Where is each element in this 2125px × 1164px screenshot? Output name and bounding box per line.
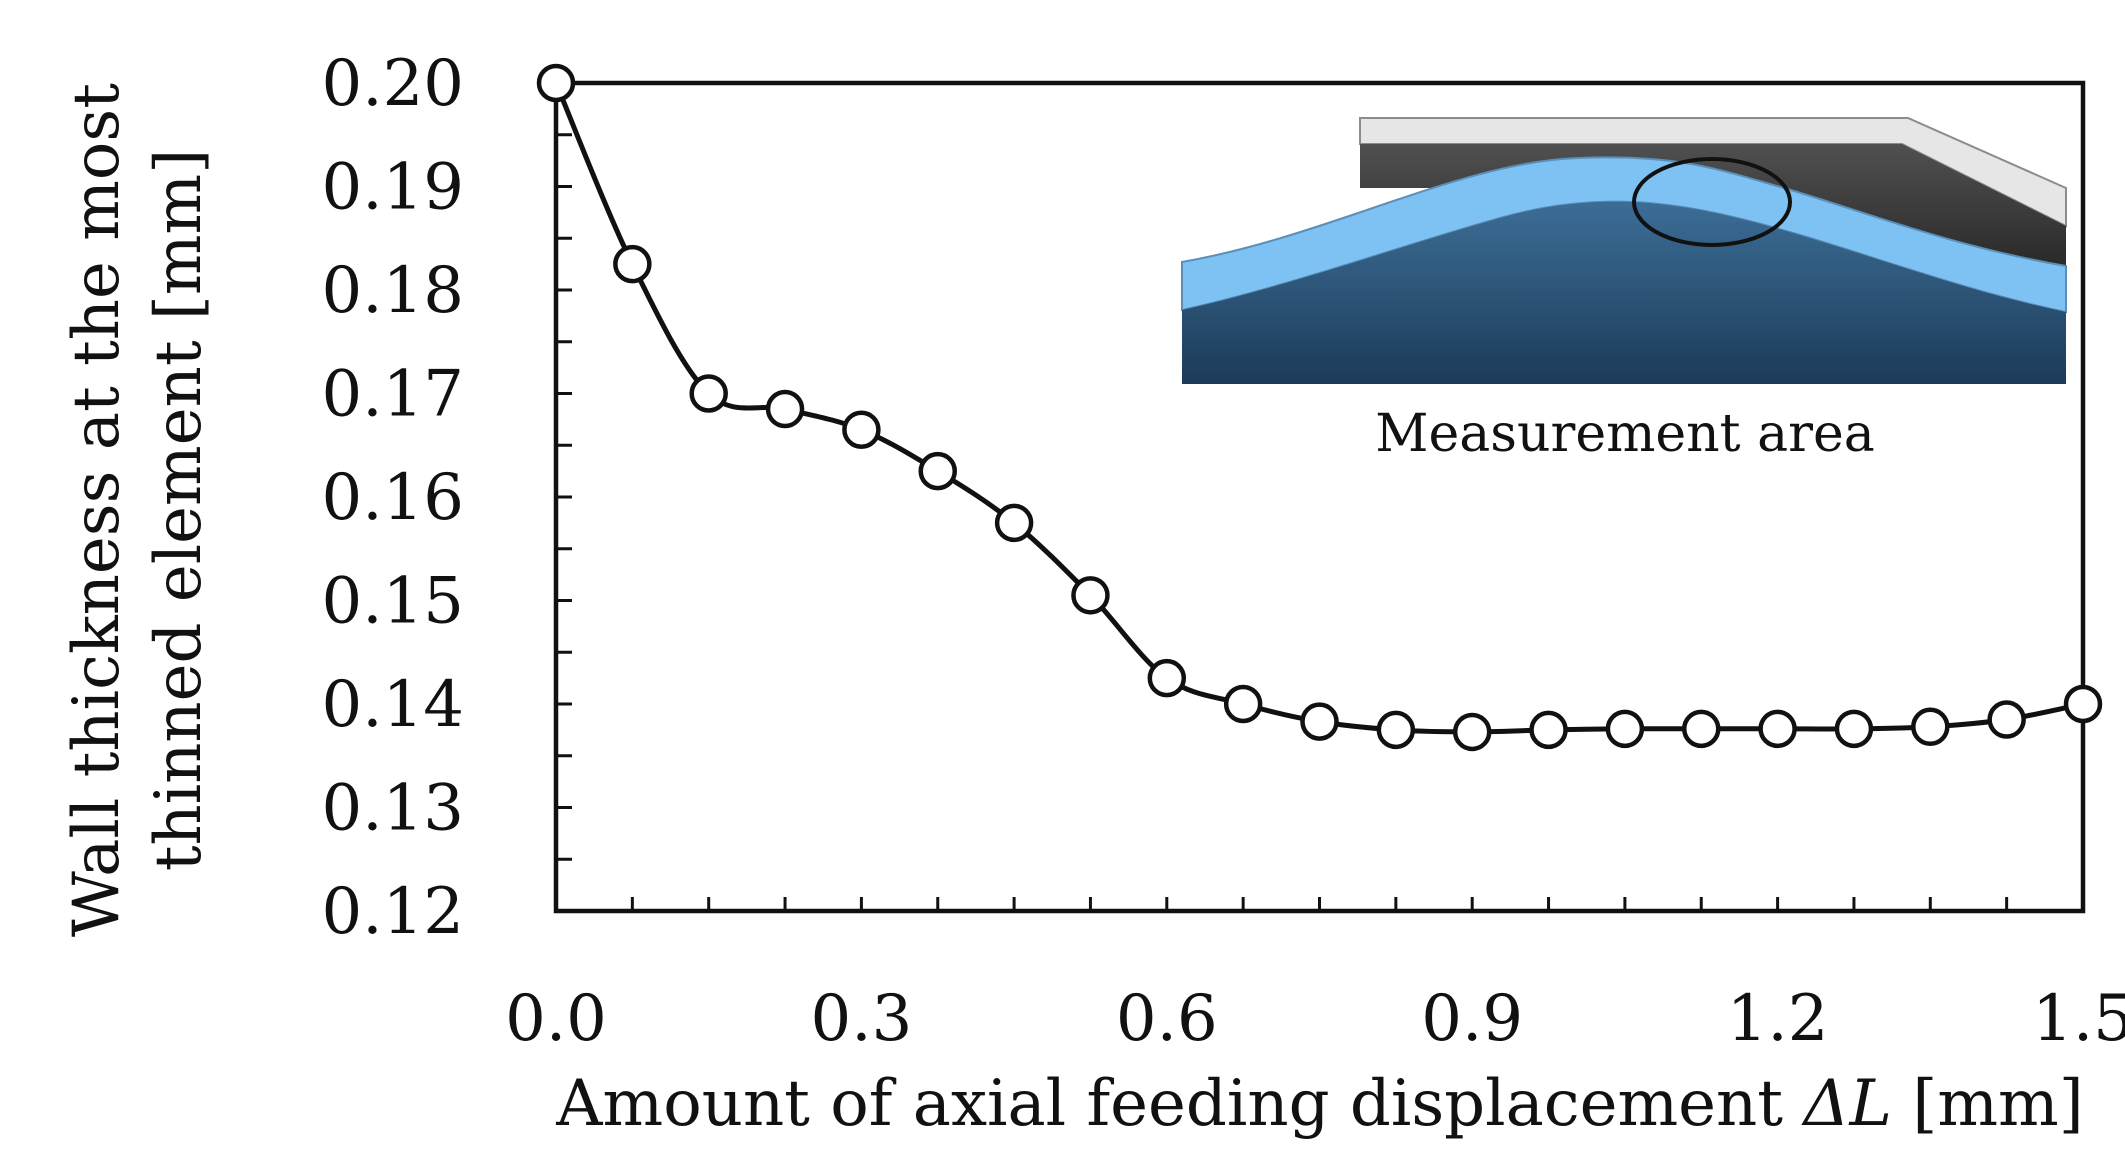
data-point	[1147, 658, 1187, 698]
data-point	[1987, 700, 2026, 739]
y-axis-ticks	[556, 81, 572, 913]
data-point	[1223, 684, 1263, 724]
data-point	[2063, 684, 2103, 724]
data-point	[842, 410, 881, 449]
data-point	[1605, 709, 1645, 749]
data-point	[1452, 712, 1492, 752]
x-tick-label: 1.2	[1727, 982, 1829, 1056]
inset-die	[1182, 201, 2066, 384]
data-point	[1758, 709, 1797, 749]
data-point	[1834, 709, 1874, 749]
data-point	[1376, 710, 1416, 750]
y-axis-title-line-1: Wall thickness at the most	[60, 83, 134, 937]
data-point	[994, 503, 1034, 543]
y-tick-label: 0.20	[322, 47, 465, 121]
x-axis-ticks	[554, 897, 2085, 911]
data-point	[613, 244, 652, 284]
x-tick-label: 0.9	[1421, 982, 1523, 1056]
inset-measurement-figure: Measurement area	[1181, 117, 2067, 464]
data-point	[1529, 710, 1568, 750]
data-point	[689, 374, 728, 413]
y-tick-label: 0.17	[322, 358, 465, 432]
data-point	[918, 451, 957, 491]
y-tick-label: 0.18	[322, 254, 465, 328]
x-tick-label: 1.5	[2032, 982, 2125, 1056]
x-tick-label: 0.6	[1116, 982, 1218, 1056]
x-tick-label: 0.3	[811, 982, 913, 1056]
data-point	[536, 63, 576, 103]
inset-label: Measurement area	[1375, 404, 1874, 464]
y-tick-label: 0.13	[322, 772, 465, 846]
data-point	[1911, 707, 1950, 747]
y-axis-title-line-2: thinned element [mm]	[142, 149, 216, 871]
x-axis-title: Amount of axial feeding displacement ΔL …	[555, 1067, 2083, 1141]
x-axis-tick-labels: 0.0 0.3 0.6 0.9 1.2 1.5	[505, 982, 2125, 1056]
y-tick-label: 0.12	[322, 875, 465, 949]
inset-measurement-ellipse	[1632, 157, 1792, 247]
y-tick-label: 0.19	[322, 151, 465, 225]
y-tick-label: 0.14	[322, 668, 465, 742]
x-tick-label: 0.0	[505, 982, 607, 1056]
y-tick-label: 0.15	[322, 565, 465, 639]
data-point	[1682, 709, 1721, 749]
data-point	[1071, 576, 1110, 615]
y-tick-label: 0.16	[322, 461, 465, 535]
y-axis-tick-labels: 0.20 0.19 0.18 0.17 0.16 0.15 0.14 0.13 0.12	[322, 47, 465, 949]
data-point	[765, 389, 805, 429]
data-point	[1300, 702, 1339, 741]
series-points	[536, 63, 2103, 752]
